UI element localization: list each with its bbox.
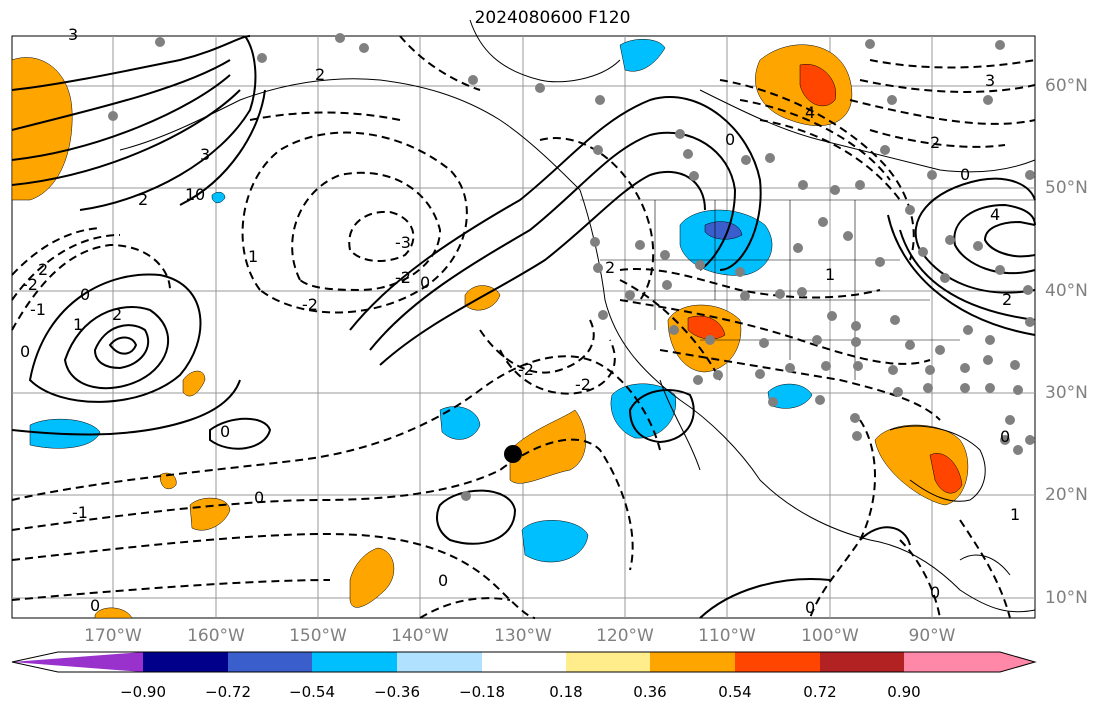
lon-label-170w: 170°W: [84, 626, 142, 646]
colorbar-tick-10: 0.90: [887, 683, 921, 701]
colorbar-segment-10: [904, 652, 1035, 672]
svg-text:2: 2: [112, 305, 122, 324]
state-borders: [580, 199, 1035, 380]
colorbar-tick-5: −0.18: [459, 683, 505, 701]
colorbar-segment-5: [482, 652, 566, 672]
map-title: 2024080600 F120: [474, 8, 631, 28]
svg-text:4: 4: [990, 205, 1000, 224]
svg-text:1: 1: [73, 315, 83, 334]
svg-text:0: 0: [80, 285, 90, 304]
lon-label-160w: 160°W: [187, 626, 245, 646]
lon-label-140w: 140°W: [391, 626, 449, 646]
lon-label-120w: 120°W: [596, 626, 654, 646]
colorbar: [11, 651, 1037, 673]
svg-text:0: 0: [420, 273, 430, 292]
colorbar-segment-3: [312, 652, 397, 672]
colorbar-segment-7: [650, 652, 735, 672]
lon-label-100w: 100°W: [801, 626, 859, 646]
lon-label-150w: 150°W: [289, 626, 347, 646]
svg-text:2: 2: [38, 260, 48, 279]
svg-text:2: 2: [930, 133, 940, 152]
svg-text:-3: -3: [395, 233, 411, 252]
lat-label-20n: 20°N: [1045, 485, 1088, 505]
negative-contours: [11, 35, 1036, 619]
colorbar-tick-7: 0.36: [633, 683, 667, 701]
lat-label-40n: 40°N: [1045, 281, 1088, 301]
colorbar-segment-4: [397, 652, 482, 672]
colorbar-tick-2: −0.72: [205, 683, 251, 701]
svg-text:-2: -2: [518, 360, 534, 379]
svg-text:0: 0: [90, 596, 100, 615]
svg-text:3: 3: [68, 25, 78, 44]
negative-anomaly-fills: [29, 39, 813, 563]
colorbar-tick-4: −0.36: [374, 683, 420, 701]
storm-marker: [504, 445, 522, 463]
svg-text:0: 0: [960, 165, 970, 184]
svg-text:1: 1: [185, 185, 195, 204]
forecast-map: 2 13 0-22 -102 10-2 1-3-2 0-2-2 2 10 0-10 …: [11, 19, 1036, 619]
positive-contours: [11, 35, 1036, 619]
svg-text:0: 0: [195, 185, 205, 204]
lon-label-110w: 110°W: [698, 626, 756, 646]
svg-text:-2: -2: [302, 295, 318, 314]
lat-label-30n: 30°N: [1045, 383, 1088, 403]
svg-text:0: 0: [438, 571, 448, 590]
svg-text:0: 0: [805, 598, 815, 617]
svg-text:4: 4: [805, 103, 815, 122]
svg-text:0: 0: [1000, 427, 1010, 446]
colorbar-tick-8: 0.54: [718, 683, 752, 701]
coastlines: [119, 19, 1036, 613]
station-dots: [108, 33, 1035, 501]
svg-text:0: 0: [930, 583, 940, 602]
colorbar-segment-1: [143, 652, 228, 672]
svg-text:-1: -1: [30, 300, 46, 319]
colorbar-segment-2: [228, 652, 312, 672]
colorbar-segment-8: [735, 652, 820, 672]
svg-text:3: 3: [985, 71, 995, 90]
svg-text:0: 0: [725, 130, 735, 149]
svg-text:3: 3: [200, 145, 210, 164]
colorbar-segment-9: [820, 652, 904, 672]
svg-text:-1: -1: [72, 503, 88, 522]
svg-text:-2: -2: [575, 375, 591, 394]
svg-text:1: 1: [825, 265, 835, 284]
colorbar-tick-9: 0.72: [803, 683, 837, 701]
lat-label-10n: 10°N: [1045, 588, 1088, 608]
svg-text:0: 0: [254, 488, 264, 507]
svg-text:-2: -2: [22, 275, 38, 294]
colorbar-tick-6: 0.18: [549, 683, 583, 701]
contour-labels: 2 13 0-22 -102 10-2 1-3-2 0-2-2 2 10 0-10 …: [20, 25, 1020, 617]
colorbar-tick-1: −0.90: [120, 683, 166, 701]
colorbar-segment-6: [566, 652, 650, 672]
svg-text:0: 0: [20, 342, 30, 361]
lon-label-130w: 130°W: [494, 626, 552, 646]
svg-text:2: 2: [605, 258, 615, 277]
svg-text:2: 2: [138, 190, 148, 209]
svg-text:-2: -2: [395, 268, 411, 287]
lat-label-60n: 60°N: [1045, 76, 1088, 96]
lat-label-50n: 50°N: [1045, 178, 1088, 198]
svg-text:2: 2: [315, 65, 325, 84]
svg-text:1: 1: [1010, 505, 1020, 524]
svg-text:1: 1: [248, 247, 258, 266]
colorbar-tick-3: −0.54: [289, 683, 335, 701]
lon-label-90w: 90°W: [908, 626, 956, 646]
colorbar-segment-0: [12, 652, 143, 672]
svg-text:2: 2: [1002, 290, 1012, 309]
svg-text:0: 0: [220, 422, 230, 441]
